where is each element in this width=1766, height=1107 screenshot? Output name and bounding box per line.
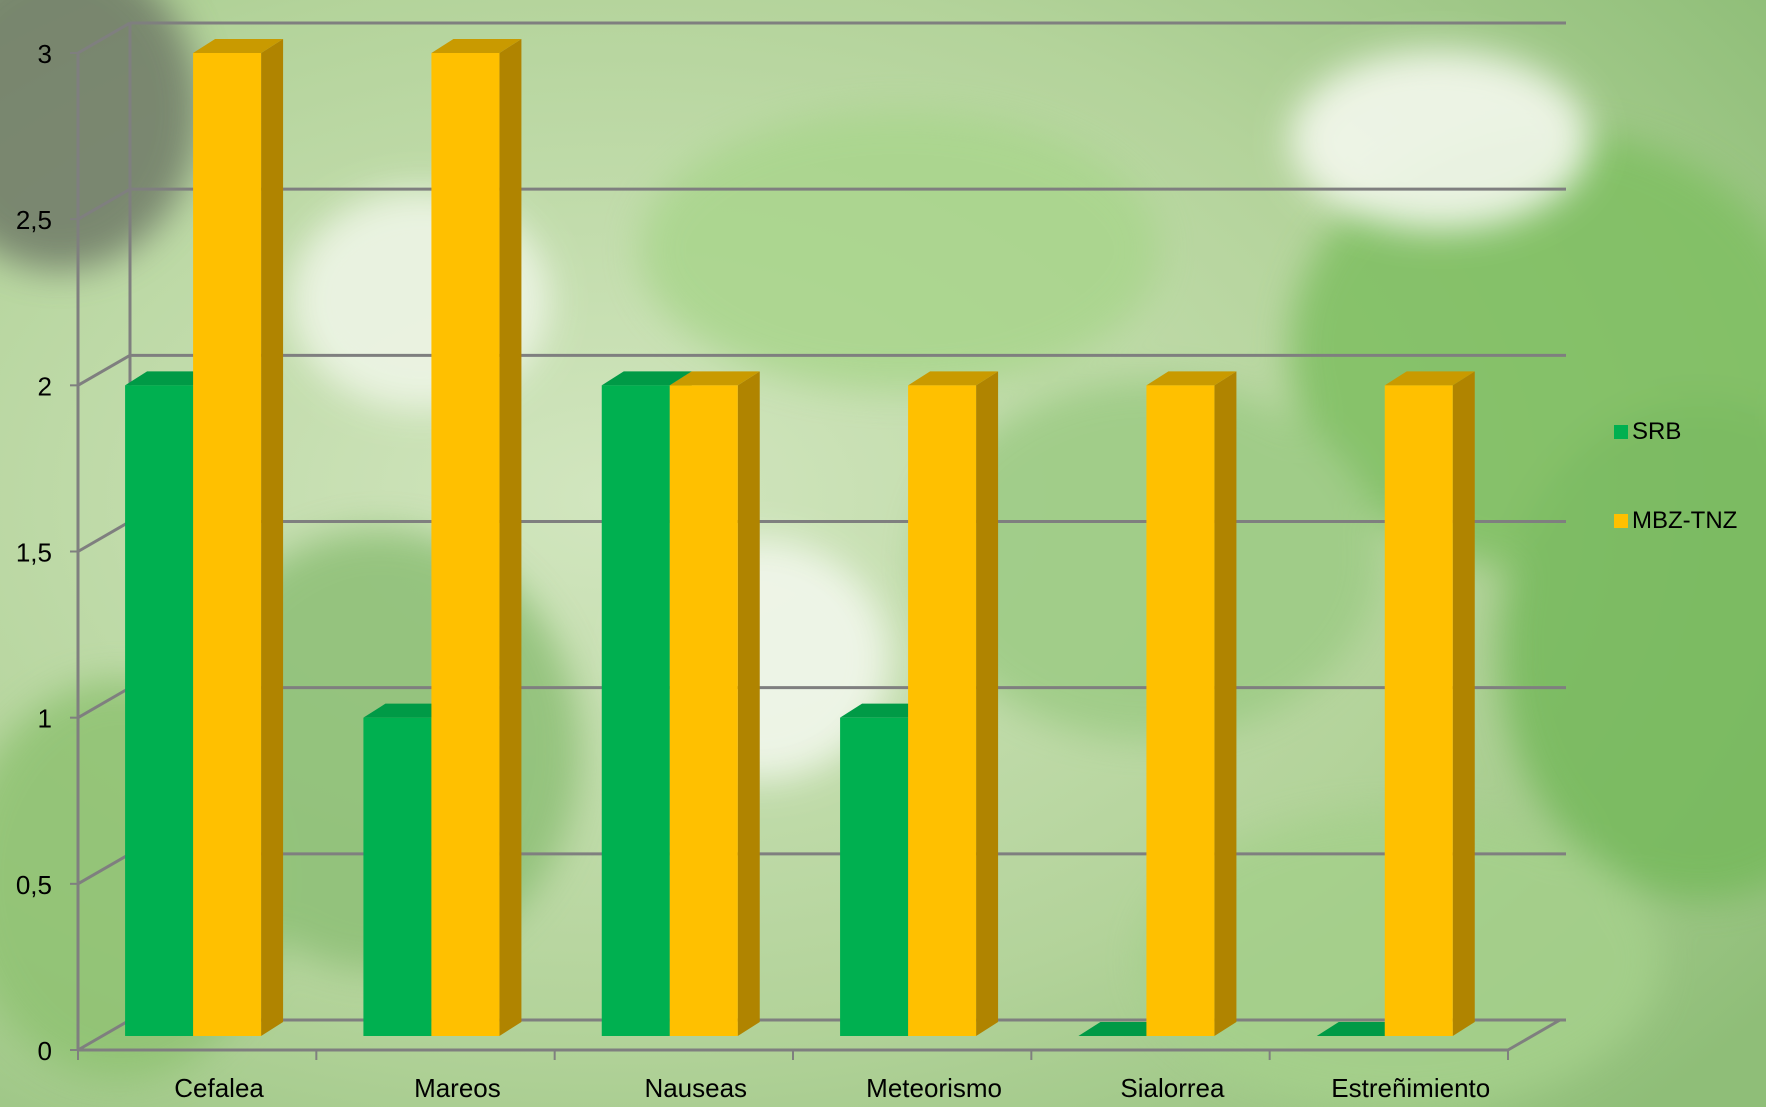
x-tick-label: Mareos bbox=[414, 1073, 501, 1103]
y-tick-label: 1,5 bbox=[16, 538, 52, 568]
bar-srb-3 bbox=[840, 717, 909, 1036]
bar-srb-2-top bbox=[601, 371, 692, 386]
y-tick-label: 2,5 bbox=[16, 205, 52, 235]
y-tick-label: 0 bbox=[38, 1036, 52, 1066]
legend-label: MBZ-TNZ bbox=[1632, 507, 1737, 534]
bar-mbz-tnz-3-top bbox=[908, 371, 999, 386]
bar-mbz-tnz-1-top bbox=[431, 39, 522, 53]
y-tick-labels: 0 0,5 1 1,5 2 2,5 3 bbox=[16, 39, 52, 1066]
bar-mbz-tnz-1 bbox=[431, 53, 500, 1036]
bars bbox=[125, 39, 1475, 1036]
bar-mbz-tnz-4-side bbox=[1214, 371, 1237, 1036]
x-tick-label: Sialorrea bbox=[1120, 1073, 1225, 1103]
bar-srb-4-top bbox=[1078, 1022, 1169, 1036]
gridline-side bbox=[77, 686, 131, 719]
bar-mbz-tnz-5-side bbox=[1452, 371, 1475, 1036]
legend-swatch bbox=[1614, 425, 1628, 439]
bar-mbz-tnz-3 bbox=[908, 385, 977, 1036]
gridline-side bbox=[77, 852, 131, 886]
bar-srb-1-top bbox=[363, 703, 454, 718]
bar-srb-0-top bbox=[125, 371, 216, 386]
y-tick-label: 3 bbox=[38, 39, 52, 69]
y-tick-label: 0,5 bbox=[16, 870, 52, 900]
bar-srb-0 bbox=[125, 385, 194, 1036]
bar-srb-3-top bbox=[840, 703, 931, 718]
bar-mbz-tnz-2 bbox=[669, 385, 738, 1036]
bar-srb-2 bbox=[601, 385, 670, 1036]
gridlines bbox=[77, 21, 1566, 1052]
bar-mbz-tnz-4 bbox=[1146, 385, 1215, 1036]
gridline-side bbox=[77, 21, 131, 55]
x-tick-labels: Cefalea Mareos Nauseas Meteorismo Sialorrea E… bbox=[174, 1073, 1490, 1103]
bar-mbz-tnz-0-top bbox=[193, 39, 284, 53]
bar-srb-1 bbox=[363, 717, 432, 1036]
legend-label: SRB bbox=[1632, 418, 1681, 445]
axes bbox=[70, 23, 1561, 1060]
bar-mbz-tnz-3-side bbox=[976, 371, 999, 1036]
bar-mbz-tnz-0 bbox=[193, 53, 262, 1036]
y-tick-label: 2 bbox=[38, 371, 52, 401]
gridline-side bbox=[77, 520, 131, 553]
legend-swatch bbox=[1614, 514, 1628, 528]
gridline-side bbox=[77, 1018, 131, 1052]
bar-mbz-tnz-0-side bbox=[261, 39, 284, 1036]
legend: SRB MBZ-TNZ bbox=[1614, 418, 1737, 534]
gridline-side bbox=[77, 354, 131, 387]
x-tick-label: Meteorismo bbox=[866, 1073, 1002, 1103]
gridline-side bbox=[77, 187, 131, 221]
bar-srb-5-top bbox=[1316, 1022, 1407, 1036]
bar-mbz-tnz-5 bbox=[1384, 385, 1453, 1036]
x-tick-label: Estreñimiento bbox=[1331, 1073, 1490, 1103]
bar-mbz-tnz-5-top bbox=[1384, 371, 1475, 386]
x-tick-label: Cefalea bbox=[174, 1073, 264, 1103]
bar-mbz-tnz-2-side bbox=[737, 371, 760, 1036]
x-tick-label: Nauseas bbox=[644, 1073, 747, 1103]
bar-mbz-tnz-2-top bbox=[669, 371, 760, 386]
bar-mbz-tnz-1-side bbox=[499, 39, 522, 1036]
y-tick-label: 1 bbox=[38, 704, 52, 734]
x-axis-side bbox=[1507, 1018, 1561, 1052]
bar-mbz-tnz-4-top bbox=[1146, 371, 1237, 386]
